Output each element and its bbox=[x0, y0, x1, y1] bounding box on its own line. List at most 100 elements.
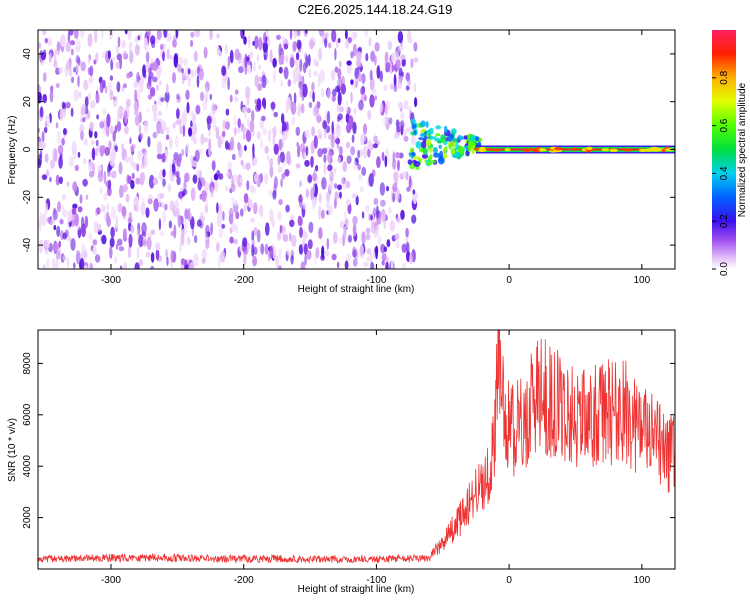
noise-blob bbox=[298, 194, 303, 203]
noise-blob bbox=[300, 261, 306, 269]
noise-blob bbox=[410, 58, 414, 69]
noise-blob bbox=[407, 36, 413, 44]
noise-blob bbox=[156, 141, 163, 155]
noise-blob bbox=[72, 147, 77, 160]
noise-blob bbox=[138, 234, 144, 248]
noise-blob bbox=[345, 180, 351, 189]
noise-blob bbox=[397, 159, 400, 172]
noise-blob bbox=[256, 229, 261, 243]
noise-blob bbox=[167, 183, 172, 192]
noise-blob bbox=[222, 130, 226, 138]
carrier-peak bbox=[492, 148, 501, 152]
noise-blob bbox=[142, 237, 148, 247]
noise-blob bbox=[233, 238, 238, 245]
noise-blob bbox=[134, 44, 140, 56]
noise-blob bbox=[330, 135, 335, 149]
noise-blob bbox=[342, 161, 347, 172]
noise-blob bbox=[137, 35, 141, 41]
noise-blob bbox=[321, 88, 325, 98]
noise-blob bbox=[68, 156, 75, 167]
noise-blob bbox=[357, 163, 361, 170]
noise-blob bbox=[190, 31, 195, 38]
noise-blob bbox=[261, 97, 267, 108]
noise-blob bbox=[343, 211, 347, 219]
noise-blob bbox=[190, 155, 194, 163]
noise-blob bbox=[152, 76, 158, 83]
noise-blob bbox=[283, 43, 289, 50]
noise-blob bbox=[334, 191, 340, 200]
noise-blob bbox=[143, 119, 149, 134]
noise-blob bbox=[317, 73, 321, 88]
noise-blob bbox=[103, 170, 107, 184]
noise-blob bbox=[307, 174, 313, 184]
noise-blob bbox=[131, 172, 135, 180]
noise-blob bbox=[302, 229, 306, 243]
noise-blob bbox=[73, 262, 76, 269]
noise-blob bbox=[247, 34, 251, 49]
noise-blob bbox=[191, 123, 198, 136]
noise-blob bbox=[89, 121, 94, 132]
noise-blob bbox=[374, 42, 380, 52]
noise-blob bbox=[395, 119, 400, 129]
burst-blob bbox=[413, 161, 421, 167]
noise-blob bbox=[273, 74, 276, 83]
carrier-peak bbox=[609, 148, 618, 152]
burst-blob bbox=[425, 121, 429, 128]
noise-blob bbox=[230, 183, 236, 193]
noise-blob bbox=[83, 138, 88, 146]
noise-blob bbox=[393, 171, 399, 182]
noise-blob bbox=[352, 121, 357, 135]
noise-blob bbox=[327, 164, 333, 172]
noise-blob bbox=[141, 163, 146, 169]
noise-blob bbox=[369, 69, 373, 81]
noise-blob bbox=[367, 109, 372, 120]
noise-blob bbox=[317, 132, 323, 140]
noise-blob bbox=[294, 59, 299, 67]
noise-blob bbox=[157, 64, 162, 76]
noise-blob bbox=[273, 111, 279, 118]
noise-blob bbox=[67, 209, 72, 223]
noise-blob bbox=[201, 257, 206, 264]
noise-blob bbox=[152, 61, 158, 72]
noise-blob bbox=[216, 33, 220, 39]
noise-blob bbox=[304, 159, 310, 167]
burst-blob bbox=[425, 138, 432, 147]
noise-blob bbox=[333, 168, 337, 174]
noise-blob bbox=[362, 133, 367, 142]
noise-blob bbox=[190, 187, 196, 201]
noise-blob bbox=[405, 227, 409, 238]
noise-blob bbox=[199, 193, 203, 200]
noise-blob bbox=[121, 206, 127, 217]
noise-blob bbox=[193, 253, 199, 267]
noise-blob bbox=[41, 174, 48, 181]
noise-blob bbox=[368, 173, 374, 187]
noise-blob bbox=[124, 156, 130, 163]
noise-blob bbox=[388, 117, 393, 125]
noise-blob bbox=[41, 131, 45, 143]
spectrogram-xlabel: Height of straight line (km) bbox=[298, 284, 415, 295]
noise-blob bbox=[253, 227, 258, 236]
noise-blob bbox=[156, 120, 162, 134]
noise-blob bbox=[237, 141, 241, 151]
noise-blob bbox=[153, 112, 158, 123]
noise-blob bbox=[79, 194, 83, 204]
noise-blob bbox=[94, 30, 98, 43]
noise-blob bbox=[227, 56, 231, 67]
noise-blob bbox=[130, 144, 135, 153]
noise-blob bbox=[88, 165, 92, 173]
noise-blob bbox=[92, 246, 97, 255]
burst-blob bbox=[413, 130, 417, 135]
noise-blob bbox=[264, 243, 269, 255]
noise-blob bbox=[256, 54, 260, 62]
noise-blob bbox=[362, 145, 368, 159]
noise-blob bbox=[38, 92, 42, 99]
noise-blob bbox=[182, 123, 186, 137]
noise-blob bbox=[83, 79, 89, 91]
y-tick-label: 40 bbox=[22, 48, 33, 60]
noise-blob bbox=[387, 40, 392, 51]
noise-blob bbox=[330, 71, 335, 80]
noise-blob bbox=[166, 83, 169, 94]
x-tick-label: -300 bbox=[101, 575, 121, 586]
noise-blob bbox=[101, 234, 107, 245]
spectrogram-marks bbox=[38, 30, 675, 269]
